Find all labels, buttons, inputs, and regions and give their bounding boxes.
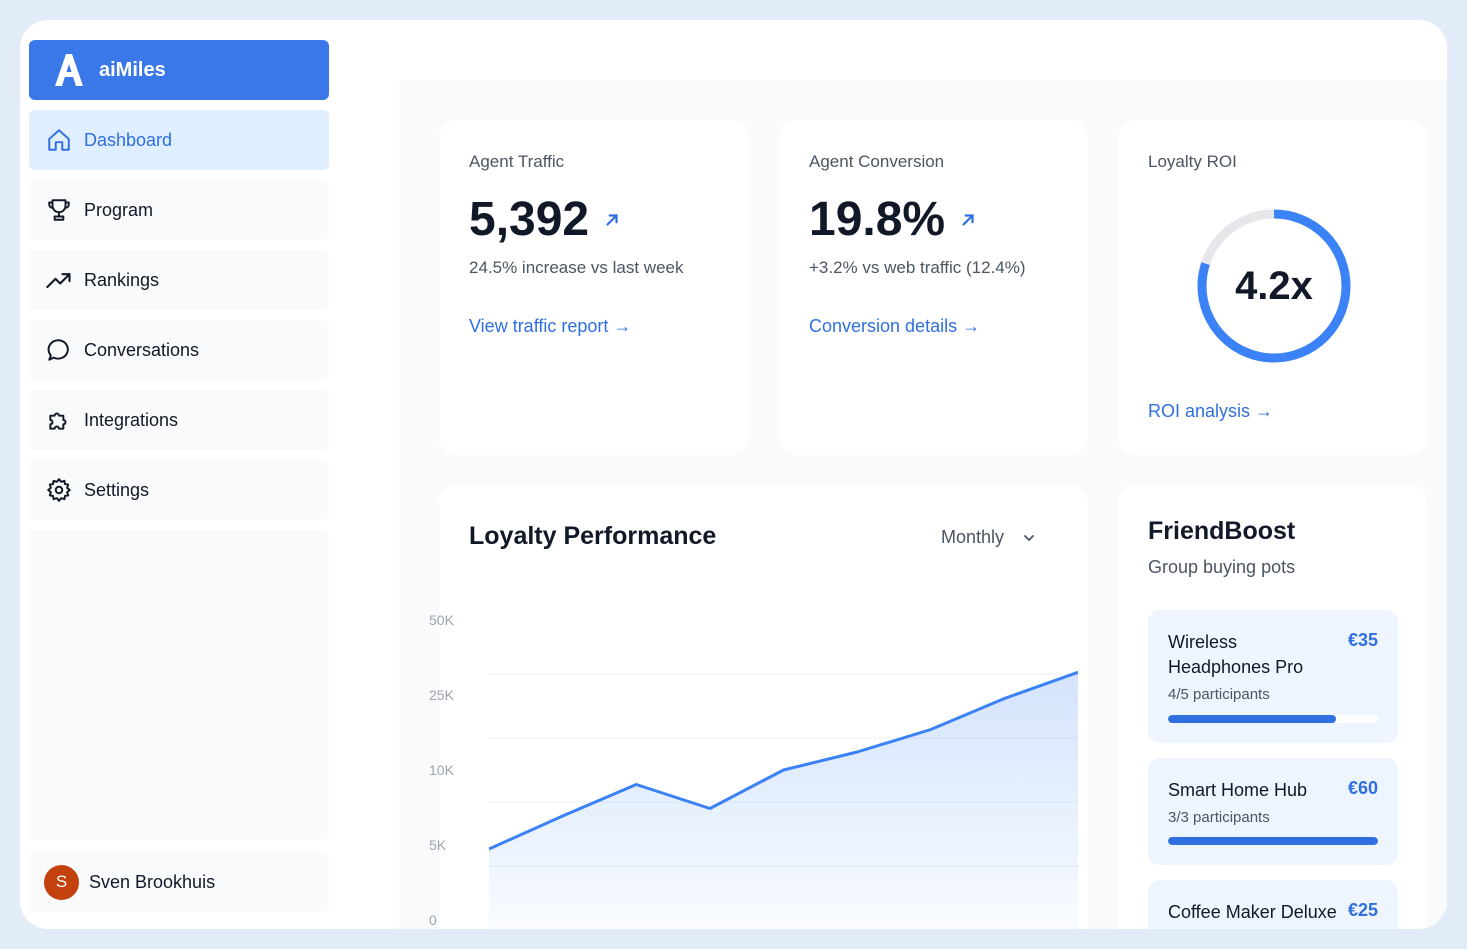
main-content: Agent Traffic 5,392 24.5% increase vs la… <box>399 80 1447 929</box>
pot-progress-fill <box>1168 715 1336 723</box>
traffic-value: 5,392 <box>469 193 590 246</box>
friendboost-card: FriendBoost Group buying pots Wireless H… <box>1118 485 1427 929</box>
conversion-card: Agent Conversion 19.8% +3.2% vs web traf… <box>779 120 1088 455</box>
sidebar-item-dashboard[interactable]: Dashboard <box>29 110 329 170</box>
y-tick-label: 5K <box>429 837 447 853</box>
arrow-up-right-icon <box>959 211 977 229</box>
sidebar-spacer <box>29 530 329 840</box>
sidebar-item-label: Rankings <box>84 269 160 290</box>
sidebar-item-conversations[interactable]: Conversations <box>29 320 329 380</box>
gear-icon <box>45 476 73 504</box>
home-icon <box>45 126 73 154</box>
brand-name: aiMiles <box>99 58 166 81</box>
conversion-details-link[interactable]: Conversion details → <box>809 316 981 336</box>
traffic-label: Agent Traffic <box>469 152 565 171</box>
pot-item[interactable]: Smart Home Hub €60 3/3 participants <box>1148 758 1398 865</box>
y-tick-label: 25K <box>429 687 454 703</box>
a-logo-icon <box>49 50 89 90</box>
roi-ring <box>1197 209 1351 363</box>
arrow-up-right-icon <box>603 211 621 229</box>
chat-bubble-icon <box>45 336 73 364</box>
pot-name: Wireless Headphones Pro <box>1168 632 1304 677</box>
pot-price: €60 <box>1347 778 1378 798</box>
puzzle-icon <box>45 406 73 434</box>
pot-progress-bar <box>1168 837 1378 845</box>
series-area <box>489 672 1078 929</box>
conversion-value: 19.8% <box>809 193 946 246</box>
pot-item[interactable]: Wireless Headphones Pro €35 4/5 particip… <box>1148 610 1398 743</box>
trending-up-icon <box>45 266 73 294</box>
sidebar-item-label: Settings <box>84 479 150 500</box>
sidebar-item-label: Integrations <box>84 409 179 430</box>
pot-price: €35 <box>1347 630 1378 650</box>
y-tick-label: 10K <box>429 762 454 778</box>
pot-name: Smart Home Hub <box>1168 780 1308 800</box>
traffic-value-row: 5,392 <box>469 192 621 247</box>
sidebar-item-integrations[interactable]: Integrations <box>29 390 329 450</box>
traffic-report-link[interactable]: View traffic report → <box>469 316 632 336</box>
trophy-icon <box>45 196 73 224</box>
period-select[interactable]: Monthly <box>941 527 1036 548</box>
avatar: S <box>44 864 79 900</box>
pot-participants: 3/3 participants <box>1168 809 1270 826</box>
performance-title: Loyalty Performance <box>469 522 717 550</box>
conversion-sub: +3.2% vs web traffic (12.4%) <box>809 258 1026 277</box>
roi-label: Loyalty ROI <box>1148 152 1237 171</box>
sidebar-item-label: Dashboard <box>84 129 173 150</box>
pot-progress-bar <box>1168 715 1378 723</box>
sidebar-item-rankings[interactable]: Rankings <box>29 250 329 310</box>
pot-item[interactable]: Coffee Maker Deluxe €25 <box>1148 880 1398 929</box>
series-line <box>489 670 1078 851</box>
period-value: Monthly <box>941 527 1005 547</box>
sidebar-item-program[interactable]: Program <box>29 180 329 240</box>
traffic-sub: 24.5% increase vs last week <box>469 258 684 277</box>
y-tick-label: 0 <box>429 912 437 928</box>
traffic-card: Agent Traffic 5,392 24.5% increase vs la… <box>439 120 749 455</box>
pot-name: Coffee Maker Deluxe <box>1168 902 1337 922</box>
roi-card: Loyalty ROI 4.2x ROI analysis → <box>1118 120 1427 455</box>
brand-logo[interactable]: aiMiles <box>29 40 329 100</box>
roi-value: 4.2x <box>1235 263 1313 308</box>
friendboost-subtitle: Group buying pots <box>1148 557 1296 577</box>
y-tick-label: 50K <box>429 612 454 628</box>
conversion-label: Agent Conversion <box>809 152 945 171</box>
pot-participants: 4/5 participants <box>1168 686 1270 703</box>
user-profile[interactable]: S Sven Brookhuis <box>29 852 329 912</box>
user-name: Sven Brookhuis <box>89 871 216 892</box>
performance-chart <box>489 670 1078 929</box>
sidebar-item-label: Conversations <box>84 339 200 360</box>
pot-progress-fill <box>1168 837 1378 845</box>
app-frame: aiMiles Dashboard Program Rankings Conve… <box>20 20 1447 929</box>
sidebar-item-label: Program <box>84 199 154 220</box>
pot-price: €25 <box>1347 900 1378 920</box>
sidebar-item-settings[interactable]: Settings <box>29 460 329 520</box>
friendboost-title: FriendBoost <box>1148 517 1296 545</box>
chevron-down-icon <box>1022 531 1036 545</box>
roi-analysis-link[interactable]: ROI analysis → <box>1148 401 1274 421</box>
conversion-value-row: 19.8% <box>809 192 977 247</box>
